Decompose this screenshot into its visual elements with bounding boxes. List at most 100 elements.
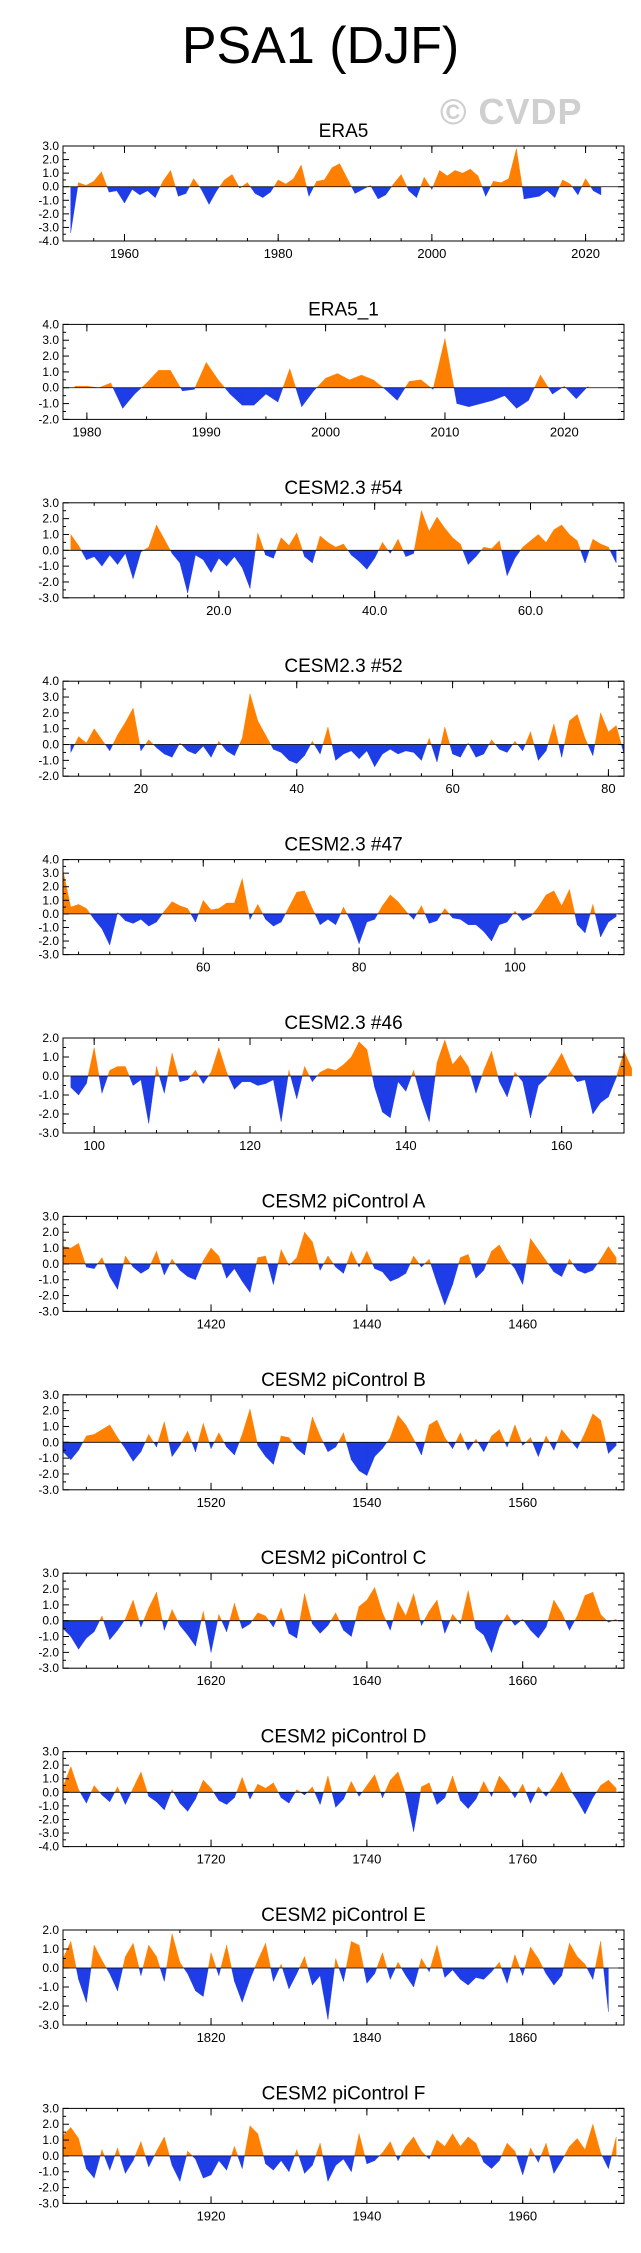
- y-tick-label: -2.0: [38, 1999, 59, 2013]
- negative-area: [79, 1792, 597, 1832]
- positive-area: [62, 1766, 617, 1793]
- x-tick-label: 1540: [352, 1495, 381, 1510]
- y-tick-label: -2.0: [38, 2181, 59, 2195]
- y-tick-label: 0.0: [42, 738, 59, 752]
- x-tick-label: 1980: [72, 424, 101, 439]
- y-tick-label: 1.0: [42, 1598, 59, 1612]
- y-tick-label: -4.0: [38, 234, 59, 248]
- y-tick-label: 4.0: [42, 674, 59, 688]
- y-tick-label: -1.0: [38, 1630, 59, 1644]
- y-tick-label: 3.0: [42, 333, 59, 347]
- chart-title: CESM2 piControl D: [261, 1727, 427, 1748]
- y-tick-label: -2.0: [38, 412, 59, 426]
- x-tick-label: 1820: [197, 2030, 226, 2045]
- y-tick-label: -2.0: [38, 1107, 59, 1121]
- negative-area: [70, 186, 602, 233]
- y-tick-label: 2.0: [42, 153, 59, 167]
- x-tick-label: 1660: [508, 1673, 537, 1688]
- positive-area: [62, 870, 596, 915]
- cvdp-watermark: © CVDP: [440, 91, 583, 132]
- x-tick-label: 1990: [192, 424, 221, 439]
- y-tick-label: 2.0: [42, 706, 59, 720]
- y-tick-label: -2.0: [38, 1645, 59, 1659]
- chart-panel-10: CESM2 piControl E 2.0 1.0 0.0 -1.0 -2.0 -3.0 18…: [38, 1905, 625, 2045]
- x-tick-label: 1920: [197, 2208, 226, 2223]
- x-tick-label: 140: [395, 1138, 417, 1153]
- negative-area: [112, 387, 588, 409]
- x-tick-label: 1420: [197, 1316, 226, 1331]
- chart-title: CESM2.3 #52: [284, 656, 402, 677]
- y-tick-label: 0.0: [42, 180, 59, 194]
- y-tick-label: 3.0: [42, 866, 59, 880]
- x-tick-label: 2020: [571, 246, 600, 261]
- y-tick-label: -3.0: [38, 2196, 59, 2210]
- y-tick-label: 2.0: [42, 349, 59, 363]
- y-tick-label: 1.0: [42, 722, 59, 736]
- y-tick-label: 0.0: [42, 381, 59, 395]
- y-tick-label: 1.0: [42, 1241, 59, 1255]
- y-tick-label: -1.0: [38, 193, 59, 207]
- y-tick-label: 3.0: [42, 1388, 59, 1402]
- y-tick-label: -2.0: [38, 207, 59, 221]
- x-tick-label: 1440: [352, 1316, 381, 1331]
- y-tick-label: -3.0: [38, 1126, 59, 1140]
- chart-title: ERA5_1: [308, 299, 379, 320]
- plot-frame: [62, 323, 625, 420]
- y-tick-label: -1.0: [38, 920, 59, 934]
- positive-area: [87, 1039, 632, 1077]
- chart-panel-1: ERA5_1 4.0 3.0 2.0 1.0 0.0 -1.0-2.0 1980 1990 200…: [38, 299, 625, 439]
- y-tick-label: -2.0: [38, 1289, 59, 1303]
- plot-frame: [62, 680, 625, 777]
- y-tick-label: -2.0: [38, 934, 59, 948]
- positive-area: [62, 1933, 604, 1969]
- y-tick-label: 3.0: [42, 2101, 59, 2115]
- y-tick-label: 2.0: [42, 1758, 59, 1772]
- negative-area: [70, 744, 625, 768]
- positive-area: [99, 1586, 617, 1621]
- x-tick-label: 1960: [110, 246, 139, 261]
- chart-title: CESM2 piControl F: [262, 2083, 426, 2104]
- y-tick-label: -1.0: [38, 1799, 59, 1813]
- x-tick-label: 20.0: [206, 603, 231, 618]
- x-tick-label: 60: [196, 960, 210, 975]
- y-tick-label: 3.0: [42, 1566, 59, 1580]
- y-tick-label: -3.0: [38, 1483, 59, 1497]
- x-tick-label: 1560: [508, 1495, 537, 1510]
- y-tick-label: 1.0: [42, 1050, 59, 1064]
- chart-panel-7: CESM2 piControl B 3.0 2.01.0 0.0 -1.0 -2.0 -3.…: [38, 1370, 625, 1510]
- y-tick-label: 4.0: [42, 853, 59, 867]
- x-tick-label: 20: [134, 781, 148, 796]
- x-tick-label: 80: [601, 781, 615, 796]
- chart-panel-2: CESM2.3 #54 3.0 2.01.0 0.0 -1.0 -2.0 -3.0 20.0 4…: [38, 478, 625, 618]
- chart-title: CESM2 piControl A: [262, 1191, 426, 1212]
- y-tick-label: -1.0: [38, 1273, 59, 1287]
- page-title: PSA1 (DJF): [181, 17, 460, 75]
- x-tick-label: 1760: [508, 1852, 537, 1867]
- x-tick-label: 1960: [508, 2208, 537, 2223]
- x-tick-label: 60.0: [518, 603, 543, 618]
- y-tick-label: 3.0: [42, 1209, 59, 1223]
- chart-panel-11: CESM2 piControl F 3.0 2.0 1.0 0.0 -1.0 -2.0-3.…: [38, 2083, 625, 2223]
- y-tick-label: -1.0: [38, 1088, 59, 1102]
- y-tick-label: 2.0: [42, 1923, 59, 1937]
- y-tick-label: 1.0: [42, 1772, 59, 1786]
- y-tick-label: 1.0: [42, 166, 59, 180]
- x-tick-label: 1640: [352, 1673, 381, 1688]
- x-tick-label: 1940: [352, 2208, 381, 2223]
- y-tick-label: -2.0: [38, 575, 59, 589]
- x-tick-label: 2000: [417, 246, 446, 261]
- y-tick-label: 2.0: [42, 1225, 59, 1239]
- y-tick-label: 0.0: [42, 543, 59, 557]
- chart-panel-4: CESM2.3 #47 4.03.02.01.00.0-1.0-2.0-3.0 60…: [38, 835, 625, 975]
- x-tick-label: 1720: [197, 1852, 226, 1867]
- y-tick-label: 2.0: [42, 1582, 59, 1596]
- y-tick-label: 1.0: [42, 893, 59, 907]
- y-tick-label: 1.0: [42, 2133, 59, 2147]
- x-tick-label: 40: [290, 781, 304, 796]
- chart-title: CESM2.3 #46: [284, 1013, 402, 1034]
- positive-area: [74, 338, 589, 388]
- chart-panel-9: CESM2 piControl D 3.02.01.00.0-1.0-2.0-3.…: [38, 1727, 625, 1867]
- y-tick-label: 3.0: [42, 496, 59, 510]
- x-tick-label: 1840: [352, 2030, 381, 2045]
